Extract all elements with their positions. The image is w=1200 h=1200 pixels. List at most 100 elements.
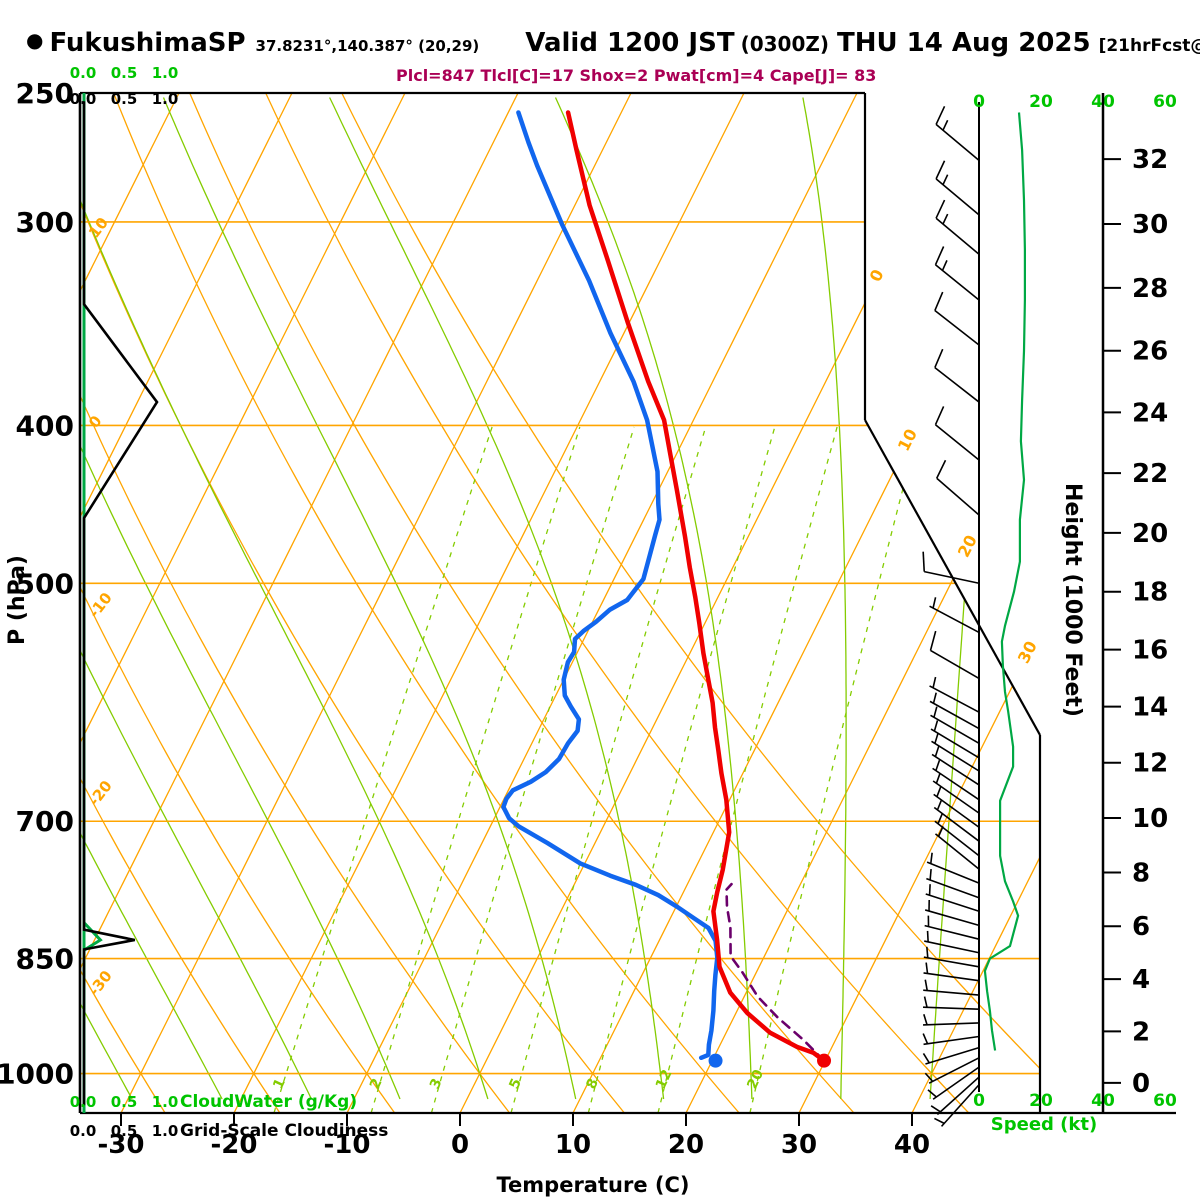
temperature-tick-label: 20 — [668, 1130, 704, 1160]
dry-adiabat-label: 0 — [85, 412, 106, 431]
isotherm-line — [80, 93, 293, 1113]
speed-tick-top: 20 — [1029, 92, 1053, 112]
pressure-tick-label: 850 — [16, 943, 74, 976]
height-tick-label: 20 — [1132, 519, 1168, 549]
cloudwater-legend: CloudWater (g/Kg) — [180, 1092, 357, 1112]
cloudiness-scale-top: 1.0 — [152, 90, 179, 108]
mixing-ratio-line — [587, 426, 776, 1113]
valid-time: Valid 1200 JST — [525, 28, 735, 58]
isotherm-edge-label: 0 — [866, 266, 888, 285]
speed-tick-top: 60 — [1153, 92, 1177, 112]
speed-tick-bottom: 0 — [973, 1091, 985, 1111]
height-tick-label: 10 — [1132, 804, 1168, 834]
dry-adiabat-line — [265, 93, 970, 1113]
cloudwater-scale-bottom: 0.5 — [111, 1093, 138, 1111]
mixing-ratio-line — [510, 426, 707, 1113]
dry-adiabat-line — [80, 93, 281, 1113]
pressure-tick-label: 500 — [16, 567, 74, 600]
pressure-tick-label: 400 — [16, 409, 74, 442]
pressure-tick-label: 1000 — [0, 1058, 74, 1091]
height-axis-title: Height (1000 Feet) — [1060, 483, 1085, 717]
moist-adiabat-line — [554, 97, 753, 1100]
valid-zulu: (0300Z) — [740, 32, 830, 56]
temperature-axis: -30 -20 -10 0 10 20 30 40 — [98, 1113, 930, 1160]
cloudwater-scale-top: 0.0 — [70, 64, 97, 82]
pressure-axis: 250 300 400 500 700 850 1000 — [0, 77, 74, 1091]
dry-adiabat-line — [80, 93, 511, 1113]
wind-barbs — [922, 105, 980, 1127]
height-tick-label: 14 — [1132, 693, 1168, 723]
isotherm-line — [80, 93, 406, 1113]
mixing-ratio-line — [370, 426, 581, 1113]
dry-adiabat-line — [341, 93, 1040, 1113]
height-tick-label: 18 — [1132, 578, 1168, 608]
height-tick-label: 24 — [1132, 398, 1168, 428]
isotherm-line — [798, 93, 1040, 1113]
valid-date: THU 14 Aug 2025 — [837, 28, 1091, 58]
forecast-note: [21hrFcst@1134z] — [1098, 36, 1200, 56]
height-tick-label: 16 — [1132, 636, 1168, 666]
cloudwater-scale-top: 1.0 — [152, 64, 179, 82]
mixing-ratio-label: 20 — [744, 1067, 767, 1092]
pressure-axis-title: P (hPa) — [5, 555, 30, 645]
height-tick-label: 28 — [1132, 274, 1168, 304]
height-tick-label: 4 — [1132, 965, 1150, 995]
dry-adiabat-line — [80, 93, 625, 1113]
plot-border — [78, 91, 1176, 1115]
isotherm-edge-label: 30 — [1014, 638, 1041, 666]
mixing-ratio-line — [430, 426, 635, 1113]
isotherm-edge-label: 20 — [954, 532, 981, 560]
dry-adiabat-line — [112, 93, 740, 1113]
parcel-path-curve — [725, 882, 826, 1062]
height-tick-label: 32 — [1132, 145, 1168, 175]
mixing-ratio-label: 8 — [583, 1076, 602, 1092]
cloudiness-scale-top: 0.0 — [70, 90, 97, 108]
pressure-tick-label: 700 — [16, 805, 74, 838]
cloudwater-scale-bottom: 1.0 — [152, 1093, 179, 1111]
surface-dewpoint-dot — [708, 1053, 723, 1068]
moist-adiabat-line — [80, 97, 223, 1100]
temperature-curve — [565, 110, 827, 1063]
isotherm-line — [911, 93, 1040, 1113]
mixing-ratio-line — [273, 426, 493, 1113]
speed-tick-bottom: 60 — [1153, 1091, 1177, 1111]
surface-temperature-dot — [817, 1053, 832, 1068]
dry-adiabat-label: -20 — [85, 777, 116, 809]
cloudiness-scale-bottom: 1.0 — [152, 1122, 179, 1140]
pressure-tick-label: 250 — [16, 77, 74, 110]
chart-title: ● FukushimaSP 37.8231°,140.387° (20,29) Val… — [26, 28, 1200, 58]
stability-indices: Plcl=847 Tlcl[C]=17 Shox=2 Pwat[cm]=4 Ca… — [396, 66, 877, 85]
mixing-ratio-label: 12 — [653, 1067, 676, 1091]
cloudiness-scale-bottom: 0.0 — [70, 1122, 97, 1140]
moist-adiabat-line — [80, 97, 401, 1100]
cloudwater-scale-top: 0.5 — [111, 64, 138, 82]
moist-adiabat-line — [802, 97, 847, 1100]
mixing-ratio-line — [657, 426, 838, 1113]
isotherm-line — [120, 93, 632, 1113]
cloudiness-legend: Grid-Scale Cloudiness — [180, 1121, 388, 1141]
temperature-tick-label: -10 — [324, 1130, 371, 1160]
isotherm-line — [685, 93, 1040, 1113]
height-tick-label: 6 — [1132, 912, 1150, 942]
dry-adiabat-label: 10 — [85, 214, 112, 242]
cloudiness-scale-bottom: 0.5 — [111, 1122, 138, 1140]
dry-adiabat-line — [80, 93, 396, 1113]
height-tick-label: 2 — [1132, 1017, 1150, 1047]
temperature-tick-label: 40 — [894, 1130, 930, 1160]
height-tick-label: 30 — [1132, 210, 1168, 240]
mixing-ratio-label: 2 — [367, 1076, 386, 1092]
background-grid — [80, 93, 1040, 1113]
height-tick-label: 22 — [1132, 459, 1168, 489]
height-tick-label: 26 — [1132, 337, 1168, 367]
speed-tick-top: 0 — [973, 92, 985, 112]
temperature-tick-label: 10 — [555, 1130, 591, 1160]
mixing-ratio-line — [749, 426, 920, 1113]
temperature-axis-title: Temperature (C) — [497, 1173, 690, 1197]
dry-adiabat-line — [189, 93, 855, 1113]
dry-adiabat-label: -30 — [85, 967, 116, 999]
mixing-ratio-label: 1 — [270, 1076, 289, 1092]
wind-speed-profile — [983, 112, 1027, 1051]
temperature-tick-label: 0 — [451, 1130, 469, 1160]
moist-adiabat-line — [80, 97, 489, 1100]
